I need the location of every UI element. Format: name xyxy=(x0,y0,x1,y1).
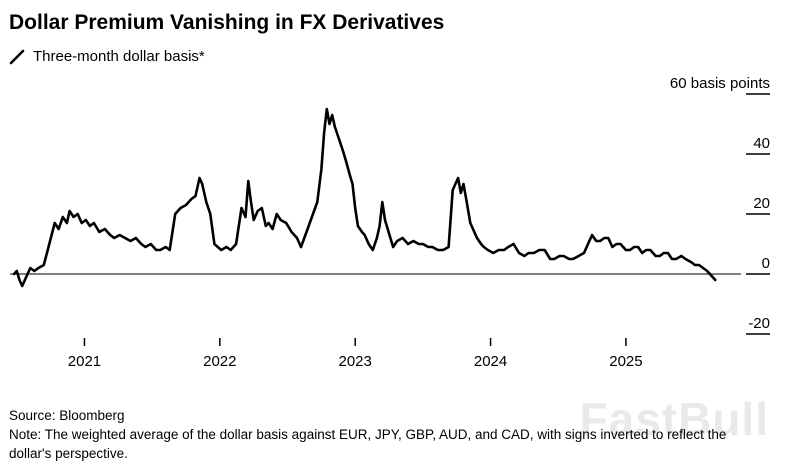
y-axis-label: 40 xyxy=(753,135,770,152)
legend: Three-month dollar basis* xyxy=(0,35,797,65)
basis-chart: 60 basis points 40 20 0 -20 2021 2022 2023 2024 2… xyxy=(0,67,797,375)
legend-label: Three-month dollar basis* xyxy=(33,48,205,66)
basis-line xyxy=(12,107,717,288)
x-axis-label: 2024 xyxy=(474,353,507,370)
source-line: Source: Bloomberg xyxy=(9,408,125,424)
x-axis-label: 2021 xyxy=(68,353,101,370)
chart-title: Dollar Premium Vanishing in FX Derivativ… xyxy=(9,11,445,34)
y-axis-label: 20 xyxy=(753,195,770,212)
x-axis-label: 2022 xyxy=(203,353,236,370)
legend-line-icon xyxy=(9,49,25,64)
y-axis-label: 0 xyxy=(762,255,770,272)
x-axis-label: 2025 xyxy=(609,353,642,370)
basis-chart-svg: 60 basis points 40 20 0 -20 2021 2022 2023 2024 2… xyxy=(10,75,770,370)
note-line: Note: The weighted average of the dollar… xyxy=(9,427,727,462)
footer: Source: Bloomberg Note: The weighted ave… xyxy=(9,407,739,464)
x-axis-label: 2023 xyxy=(339,353,372,370)
watermark: FastBull xyxy=(579,393,769,445)
y-axis-label: 60 basis points xyxy=(670,75,770,92)
y-axis-label: -20 xyxy=(748,315,770,332)
